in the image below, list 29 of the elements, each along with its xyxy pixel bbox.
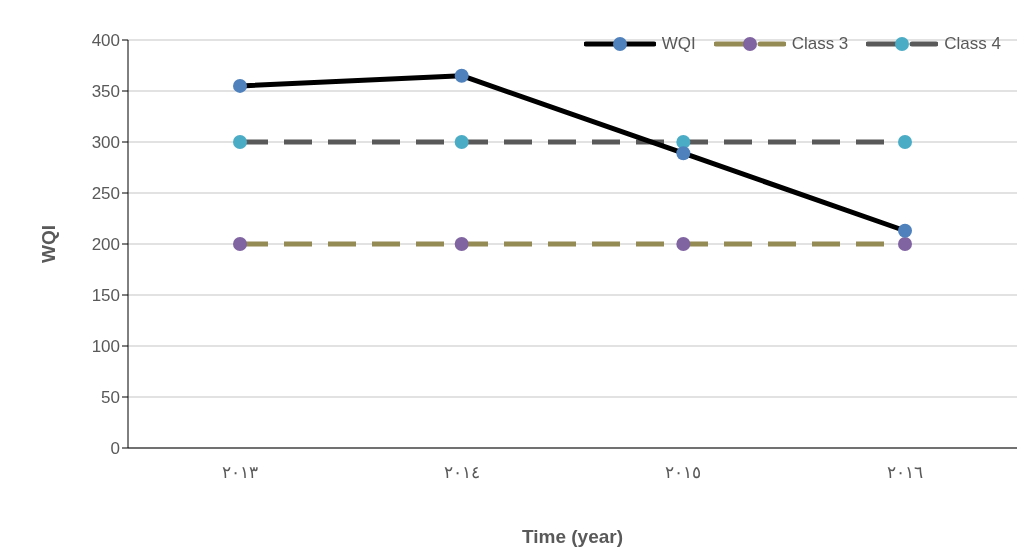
y-tick-label: 300: [91, 133, 120, 153]
legend-label: Class 3: [791, 34, 849, 54]
point: [233, 78, 247, 93]
point: [233, 135, 247, 149]
point: [454, 237, 469, 251]
point: [898, 223, 912, 238]
point: [454, 135, 469, 149]
point: [898, 237, 912, 251]
point: [898, 135, 912, 149]
legend-label: WQI: [661, 34, 696, 54]
y-tick-label: 350: [91, 82, 120, 102]
x-tick-label: ٢٠١٦: [887, 463, 923, 483]
x-tick-label: ٢٠١٥: [665, 463, 702, 483]
y-tick-label: 150: [91, 286, 120, 306]
point: [676, 237, 691, 251]
x-tick-label: ٢٠١٣: [222, 463, 258, 483]
x-tick-label: ٢٠١٤: [443, 463, 480, 483]
point: [233, 237, 247, 251]
point: [454, 68, 469, 83]
y-tick-label: 200: [91, 235, 120, 255]
y-tick-label: 250: [91, 184, 120, 204]
x-axis-title: Time (year): [521, 526, 624, 547]
y-tick-label: 0: [110, 439, 120, 459]
y-axis-title: WQI: [37, 225, 59, 263]
legend-label: Class 4: [944, 34, 1001, 54]
point: [676, 146, 691, 161]
y-tick-label: 100: [91, 337, 120, 357]
y-tick-label: 50: [101, 388, 120, 408]
y-tick-label: 400: [91, 31, 120, 51]
